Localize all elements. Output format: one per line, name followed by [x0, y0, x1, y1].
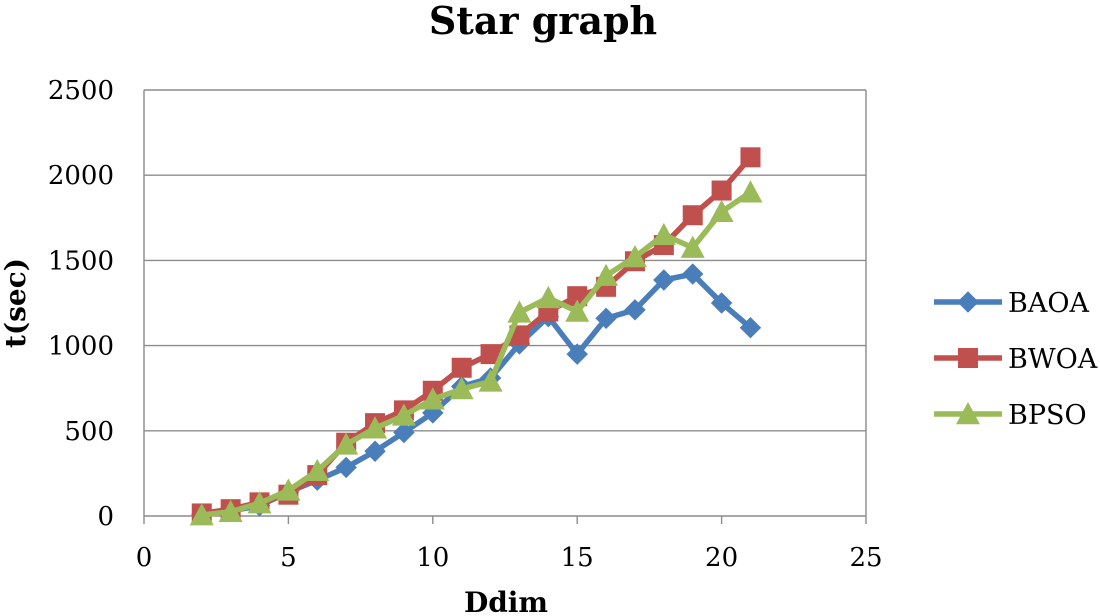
- legend-marker: [957, 291, 979, 313]
- data-point-baoa: [595, 307, 617, 330]
- legend-label: BPSO: [1008, 400, 1087, 431]
- data-point-baoa: [710, 292, 733, 314]
- y-tick-label: 500: [64, 417, 114, 447]
- legend-item-bpso: BPSO: [934, 400, 1087, 431]
- legend-item-baoa: BAOA: [934, 288, 1089, 319]
- data-point-baoa: [682, 263, 704, 285]
- data-point-bpso: [738, 180, 763, 203]
- y-axis-label: t(sec): [0, 258, 32, 348]
- y-tick-label: 1500: [48, 246, 114, 276]
- legend-marker: [958, 348, 978, 368]
- series-bwoa: [191, 147, 761, 524]
- data-point-bpso: [391, 403, 416, 426]
- data-point-bpso: [218, 499, 243, 522]
- data-point-bwoa: [480, 344, 501, 365]
- data-point-bpso: [622, 244, 647, 268]
- data-point-baoa: [364, 440, 386, 462]
- data-point-bwoa: [740, 147, 761, 168]
- data-point-bpso: [276, 478, 301, 501]
- data-point-bpso: [507, 300, 532, 323]
- tick-labels: 0 500 1000 1500 2000 2500 0 5 10 15 20 25: [48, 76, 883, 573]
- data-point-bpso: [189, 503, 214, 526]
- data-point-bwoa: [451, 357, 472, 378]
- x-tick-label: 10: [416, 543, 449, 573]
- y-tick-label: 2000: [48, 161, 114, 191]
- legend: BAOA BWOA BPSO: [934, 288, 1098, 431]
- y-tick-label: 0: [97, 502, 114, 532]
- data-point-bpso: [680, 235, 705, 258]
- data-point-bpso: [594, 263, 619, 286]
- data-point-bpso: [478, 369, 503, 392]
- data-point-baoa: [739, 317, 762, 339]
- y-tick-label: 1000: [48, 332, 114, 362]
- series-bpso: [189, 180, 763, 526]
- series-layer: [189, 147, 763, 526]
- data-point-baoa: [624, 299, 646, 321]
- data-point-bpso: [709, 199, 734, 223]
- data-point-bpso: [363, 416, 388, 439]
- data-point-bpso: [651, 222, 676, 246]
- data-point-baoa: [393, 421, 415, 444]
- data-point-bwoa: [682, 205, 703, 226]
- chart-title: Star graph: [429, 0, 657, 43]
- legend-label: BAOA: [1008, 288, 1089, 319]
- data-point-bpso: [247, 491, 272, 514]
- series-baoa: [191, 263, 762, 526]
- x-tick-label: 0: [136, 543, 153, 573]
- data-point-bwoa: [711, 180, 732, 201]
- legend-marker: [956, 402, 980, 425]
- data-point-bpso: [536, 285, 561, 309]
- data-point-baoa: [653, 269, 675, 291]
- series-line-baoa: [201, 271, 753, 518]
- data-point-bpso: [420, 387, 445, 410]
- legend-label: BWOA: [1008, 344, 1098, 375]
- series-line-bwoa: [201, 155, 753, 517]
- x-tick-label: 20: [705, 543, 738, 573]
- x-tick-label: 25: [849, 543, 882, 573]
- x-tick-label: 15: [561, 543, 594, 573]
- data-point-baoa: [335, 456, 357, 479]
- data-point-bpso: [334, 432, 359, 455]
- data-point-bpso: [449, 377, 474, 400]
- x-tick-label: 5: [280, 543, 297, 573]
- legend-item-bwoa: BWOA: [934, 344, 1098, 375]
- y-tick-label: 2500: [48, 76, 114, 106]
- x-axis-label: Ddim: [464, 586, 548, 616]
- data-point-bpso: [565, 299, 590, 322]
- data-point-baoa: [566, 343, 588, 365]
- data-point-bpso: [305, 458, 330, 482]
